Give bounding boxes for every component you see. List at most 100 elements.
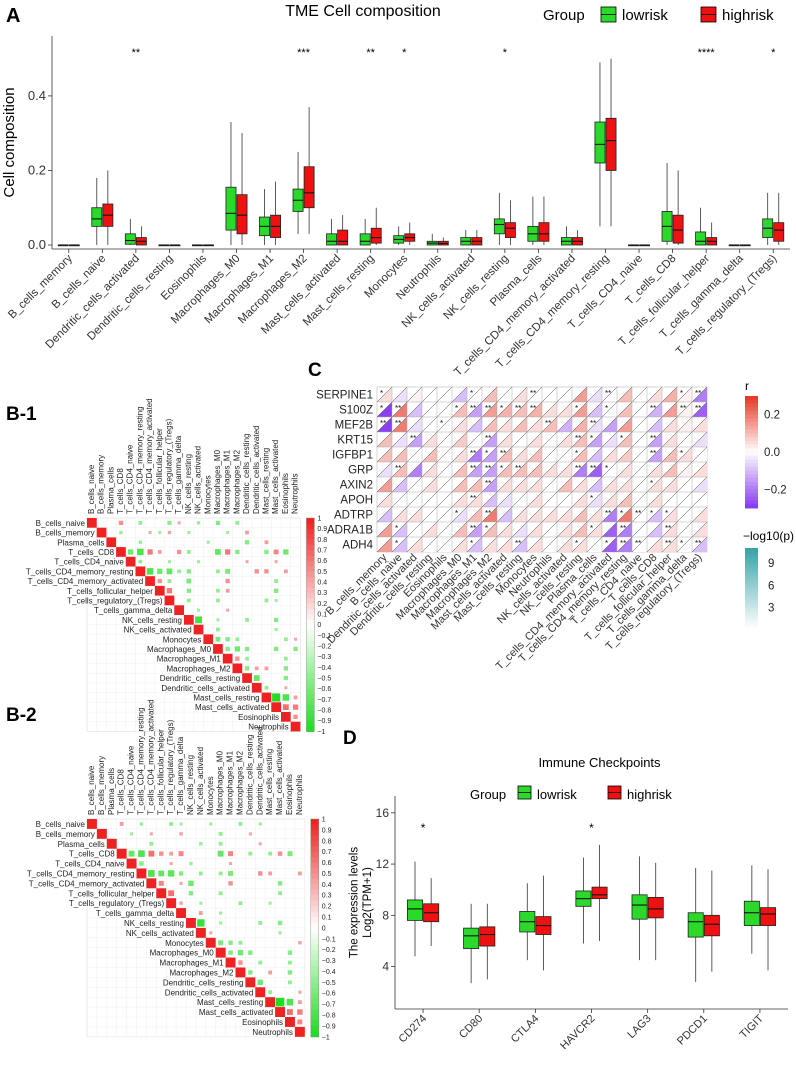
colorbar-tick-label: 1 xyxy=(322,817,326,824)
heatmap-cell-diagonal xyxy=(526,491,543,508)
correlation-square xyxy=(179,901,183,905)
diagonal-cell xyxy=(176,908,186,918)
correlation-square xyxy=(167,520,172,525)
legend-p-segment xyxy=(745,575,758,579)
heatmap-cell-diagonal xyxy=(526,386,543,403)
column-label: Mast_cells_resting xyxy=(265,749,274,815)
heatmap-cell-diagonal xyxy=(691,386,708,403)
heatmap-cell-diagonal xyxy=(676,431,693,448)
gene-label: ADRA1B xyxy=(327,525,373,537)
legend-p-segment xyxy=(745,602,758,606)
heatmap-cell-diagonal xyxy=(676,416,693,433)
legend-p-segment xyxy=(745,594,758,598)
colorbar-segment xyxy=(310,889,319,896)
heatmap-cell-diagonal xyxy=(646,461,663,478)
heatmap-cell-diagonal xyxy=(466,476,483,493)
box-lowrisk xyxy=(493,218,505,235)
correlation-square xyxy=(216,598,220,603)
heatmap-significance: ** xyxy=(695,404,701,413)
correlation-square xyxy=(178,871,184,876)
legend-p-segment xyxy=(745,550,758,554)
legend-r-segment xyxy=(745,399,758,404)
correlation-square xyxy=(186,598,191,603)
correlation-square xyxy=(248,832,252,836)
colorbar-segment xyxy=(306,544,315,551)
correlation-square xyxy=(294,637,298,641)
legend-r-segment xyxy=(745,493,758,498)
heatmap-cell-diagonal xyxy=(556,401,573,418)
heatmap-cell-diagonal xyxy=(541,386,558,403)
heatmap-significance: ** xyxy=(590,419,596,428)
correlation-square xyxy=(287,970,293,975)
heatmap-cell-diagonal xyxy=(496,401,513,418)
y-tick-label: 4 xyxy=(382,960,389,974)
correlation-square xyxy=(244,666,250,671)
heatmap-cell-diagonal xyxy=(511,431,528,448)
correlation-square xyxy=(197,608,201,612)
heatmap-significance: ** xyxy=(485,404,491,413)
row-label: T_cells_CD4_memory_resting xyxy=(27,869,135,878)
diagonal-cell xyxy=(261,692,272,703)
colorbar-segment xyxy=(306,710,315,716)
heatmap-cell-diagonal xyxy=(466,386,483,403)
heatmap-cell-diagonal xyxy=(586,491,603,508)
heatmap-cell-diagonal xyxy=(511,401,528,418)
correlation-square xyxy=(158,531,162,535)
correlation-square xyxy=(169,822,174,826)
correlation-square xyxy=(138,559,143,564)
correlation-square xyxy=(268,871,273,876)
gene-label: KRT15 xyxy=(337,435,373,447)
colorbar-segment xyxy=(306,576,315,583)
colorbar-segment xyxy=(306,598,315,604)
column-label: Macrophages_M2 xyxy=(235,750,244,815)
correlation-square xyxy=(258,871,263,876)
column-label: B_cells_memory xyxy=(97,455,106,514)
heatmap-cell-diagonal xyxy=(436,431,453,448)
heatmap-cell-diagonal xyxy=(481,536,498,553)
correlation-square xyxy=(139,822,144,826)
column-label: Mast_cells_activated xyxy=(271,440,280,514)
legend-r-segment xyxy=(745,470,758,475)
legend-r-segment xyxy=(745,504,758,509)
panel-label-b2: B-2 xyxy=(6,705,37,726)
heatmap-cell-diagonal xyxy=(421,446,438,463)
colorbar-segment xyxy=(310,976,319,983)
heatmap-cell-diagonal xyxy=(646,506,663,523)
heatmap-cell-diagonal xyxy=(631,386,648,403)
diagonal-cell xyxy=(281,712,291,722)
correlation-square xyxy=(168,870,175,877)
correlation-square xyxy=(167,530,172,535)
heatmap-cell-diagonal xyxy=(481,386,498,403)
heatmap-cell-diagonal xyxy=(376,506,393,523)
correlation-square xyxy=(245,560,249,564)
heatmap-cell-diagonal xyxy=(406,506,423,523)
heatmap-cell-diagonal xyxy=(436,446,453,463)
heatmap-cell-diagonal xyxy=(556,431,573,448)
correlation-square xyxy=(224,549,231,555)
heatmap-cell-diagonal xyxy=(526,506,543,523)
gene-label: S100Z xyxy=(339,405,373,417)
legend-r-segment xyxy=(745,481,758,487)
y-tick-label: 12 xyxy=(376,857,390,871)
heatmap-significance: * xyxy=(620,434,623,443)
column-label: T_cells_gamma_delta xyxy=(176,736,185,815)
y-tick-label: 0.0 xyxy=(28,237,46,252)
legend-r-segment xyxy=(745,459,758,464)
heatmap-cell-diagonal xyxy=(421,416,438,433)
heatmap-significance: ** xyxy=(380,419,386,428)
heatmap-cell-diagonal xyxy=(391,431,408,448)
legend-p-segment xyxy=(745,567,758,571)
colorbar-tick-label: −0.3 xyxy=(322,958,336,965)
diagonal-cell xyxy=(215,947,226,958)
heatmap-cell-diagonal xyxy=(496,476,513,493)
heatmap-cell-diagonal xyxy=(481,446,498,463)
correlation-square xyxy=(187,531,191,535)
heatmap-cell-diagonal xyxy=(496,536,513,553)
heatmap-significance: ** xyxy=(470,524,476,533)
significance-label: * xyxy=(421,821,426,835)
heatmap-cell-diagonal xyxy=(481,431,498,448)
correlation-square xyxy=(238,960,243,965)
column-label: Monocytes xyxy=(206,776,215,815)
heatmap-cell-diagonal xyxy=(436,491,453,508)
legend-p-segment xyxy=(745,616,758,620)
